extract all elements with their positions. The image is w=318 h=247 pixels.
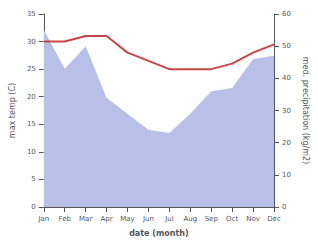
svg-text:Jan: Jan (37, 215, 49, 223)
svg-text:Dec: Dec (267, 215, 281, 223)
svg-text:60: 60 (282, 10, 291, 18)
svg-text:20: 20 (27, 93, 36, 101)
svg-text:25: 25 (27, 65, 36, 73)
svg-text:med. precipitation (kg/m2): med. precipitation (kg/m2) (301, 57, 310, 164)
svg-text:15: 15 (27, 120, 36, 128)
svg-text:0: 0 (282, 203, 286, 211)
svg-text:10: 10 (282, 171, 291, 179)
svg-text:Jun: Jun (142, 215, 154, 223)
svg-text:Nov: Nov (246, 215, 260, 223)
svg-text:40: 40 (282, 74, 291, 82)
svg-text:Oct: Oct (226, 215, 238, 223)
svg-text:date (month): date (month) (129, 229, 189, 238)
svg-text:35: 35 (27, 10, 36, 18)
svg-text:20: 20 (282, 139, 291, 147)
svg-text:Jul: Jul (164, 215, 174, 223)
svg-text:50: 50 (282, 42, 291, 50)
svg-text:5: 5 (31, 175, 35, 183)
svg-text:Mar: Mar (79, 215, 92, 223)
svg-text:30: 30 (27, 38, 36, 46)
svg-text:Apr: Apr (101, 215, 113, 223)
svg-text:30: 30 (282, 107, 291, 115)
svg-text:May: May (120, 215, 134, 223)
svg-text:10: 10 (27, 148, 36, 156)
svg-text:max temp (C): max temp (C) (8, 83, 17, 138)
svg-text:Aug: Aug (183, 215, 197, 223)
svg-text:Feb: Feb (59, 215, 72, 223)
svg-text:Sep: Sep (205, 215, 219, 223)
svg-text:0: 0 (31, 203, 35, 211)
